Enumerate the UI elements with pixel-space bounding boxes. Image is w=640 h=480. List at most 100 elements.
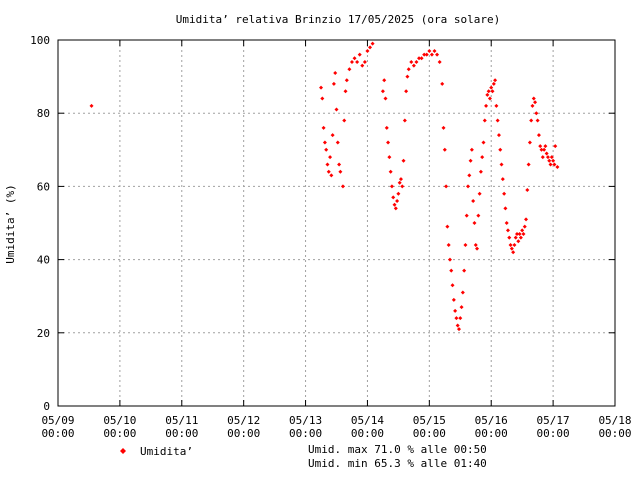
data-point [471, 199, 476, 204]
data-point [458, 316, 463, 321]
data-point [397, 180, 402, 185]
data-point [539, 147, 544, 152]
data-point [515, 231, 520, 236]
data-point [504, 221, 509, 225]
data-point [324, 147, 329, 152]
data-point [406, 67, 411, 72]
data-point [429, 52, 434, 57]
data-point [549, 155, 554, 160]
data-point [485, 92, 490, 97]
y-tick-label: 60 [37, 180, 50, 193]
data-point [400, 184, 405, 189]
x-tick-label-date: 05/12 [227, 414, 260, 427]
data-point [409, 59, 414, 64]
data-point [383, 96, 388, 101]
data-point [503, 206, 508, 211]
data-point [320, 96, 325, 101]
data-point [487, 96, 492, 101]
data-point [337, 162, 342, 167]
x-tick-label-date: 05/11 [165, 414, 198, 427]
x-tick-label-time: 00:00 [475, 427, 508, 440]
data-point [343, 89, 348, 94]
data-point [490, 89, 495, 94]
x-tick-label-date: 05/15 [413, 414, 446, 427]
data-point [530, 103, 535, 108]
data-point [419, 56, 424, 61]
series-humidity [89, 41, 560, 332]
data-point [319, 85, 324, 90]
y-axis-label: Umidita’ (%) [4, 184, 17, 263]
data-point [444, 184, 449, 189]
data-point [477, 191, 482, 196]
data-point [555, 165, 560, 170]
data-point [445, 224, 450, 229]
data-point [529, 118, 534, 123]
data-point [548, 162, 553, 167]
data-point [512, 242, 517, 247]
data-point [382, 78, 387, 83]
data-point [463, 242, 468, 247]
data-point [469, 147, 474, 152]
data-point [349, 59, 354, 64]
data-point [386, 140, 391, 145]
data-point [380, 89, 385, 94]
data-point [524, 217, 529, 222]
grid [58, 40, 615, 406]
data-point [531, 96, 536, 101]
data-point [396, 191, 401, 196]
data-point [335, 140, 340, 145]
data-point [368, 45, 373, 50]
data-point [338, 169, 343, 174]
data-point [486, 89, 491, 94]
data-point [329, 173, 334, 178]
data-point [398, 177, 403, 182]
data-point [482, 118, 487, 123]
data-point [484, 103, 489, 108]
data-point [446, 242, 451, 247]
chart-title: Umidita’ relativa Brinzio 17/05/2025 (or… [176, 13, 501, 26]
data-point [89, 103, 94, 108]
data-point [552, 162, 557, 167]
data-point [511, 250, 516, 255]
x-tick-label-time: 00:00 [289, 427, 322, 440]
data-point [437, 59, 442, 64]
legend-label: Umidita’ [140, 445, 193, 458]
data-point [391, 195, 396, 200]
x-tick-label-time: 00:00 [103, 427, 136, 440]
data-point [435, 52, 440, 57]
plot-frame [57, 39, 616, 407]
data-point [326, 169, 331, 174]
data-point [475, 246, 480, 251]
data-point [441, 125, 446, 130]
x-tick-label-date: 05/14 [351, 414, 384, 427]
data-point [411, 63, 416, 68]
annotation-min: Umid. min 65.3 % alle 01:40 [308, 457, 487, 470]
data-point [520, 228, 525, 233]
data-point [551, 158, 556, 163]
data-point [384, 125, 389, 130]
data-point [456, 327, 461, 332]
data-point [422, 52, 427, 57]
x-tick-label-date: 05/09 [41, 414, 74, 427]
data-point [447, 257, 452, 262]
data-point [507, 235, 512, 240]
data-point [322, 140, 327, 145]
data-point [455, 323, 460, 328]
data-point [545, 155, 550, 160]
legend: Umidita’ [120, 445, 193, 458]
data-point [516, 239, 521, 244]
data-point [427, 48, 432, 53]
data-point [543, 144, 548, 149]
data-point [505, 228, 510, 233]
data-point [321, 125, 326, 130]
data-point [533, 100, 538, 105]
y-tick-label: 80 [37, 107, 50, 120]
data-point [365, 48, 370, 53]
data-point [494, 103, 499, 108]
data-point [521, 231, 526, 236]
data-point [450, 283, 455, 288]
data-point [489, 85, 494, 90]
y-axis: 0 20 40 60 80 100 [30, 34, 615, 413]
data-point [493, 78, 498, 83]
